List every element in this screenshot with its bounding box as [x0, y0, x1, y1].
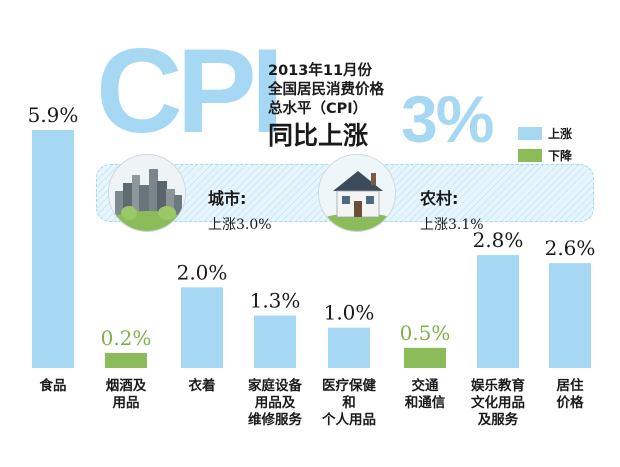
bar-4 [328, 327, 370, 368]
category-label-7-line-0: 居住 [557, 377, 585, 394]
category-label-1-line-0: 烟酒及 [106, 378, 147, 394]
headline-line-3: 总水平（CPI） [268, 101, 368, 117]
bar-value-label-5: 0.5% [400, 321, 451, 345]
legend: 上涨 下降 [518, 122, 572, 166]
category-label-3-line-1: 用品及 [255, 395, 296, 411]
bar-value-label-6: 2.8% [473, 228, 524, 252]
category-label-0-line-0: 食品 [40, 377, 67, 394]
category-label-3-line-2: 维修服务 [248, 411, 302, 428]
region-rural-value: 上涨3.1% [420, 217, 484, 233]
bar-value-label-2: 2.0% [177, 260, 228, 284]
bar-value-label-7: 2.6% [545, 236, 596, 260]
legend-swatch-down [518, 148, 542, 162]
region-rural: 农村: 上涨3.1% [420, 188, 484, 236]
bar-6 [477, 255, 519, 368]
country-house-icon [318, 154, 396, 232]
category-label-5-line-1: 和通信 [405, 394, 446, 411]
cpi-logo-text: CPI [96, 24, 284, 158]
bar-7 [549, 263, 591, 368]
category-label-2-line-0: 衣着 [189, 377, 216, 394]
category-label-6-line-0: 娱乐教育 [471, 377, 525, 394]
bar-value-label-4: 1.0% [324, 301, 375, 325]
bar-1 [105, 353, 147, 368]
category-label-1-line-1: 用品 [113, 395, 140, 411]
region-rural-name: 农村: [420, 189, 459, 208]
city-skyline-icon [108, 154, 186, 232]
legend-item-down: 下降 [518, 144, 572, 166]
category-label-7-line-1: 价格 [557, 394, 585, 411]
headline-line-1: 2013年11月份 [268, 63, 373, 79]
region-city-name: 城市: [208, 189, 247, 208]
category-label-4-line-1: 和 [342, 395, 356, 411]
headline-value: 3% [401, 82, 494, 156]
legend-label-up: 上涨 [548, 126, 573, 141]
bar-value-label-0: 5.9% [28, 103, 79, 127]
region-city-value: 上涨3.0% [208, 217, 272, 233]
bar-value-label-1: 0.2% [101, 326, 152, 350]
legend-swatch-up [518, 126, 542, 140]
bar-0 [32, 130, 74, 368]
headline-line-2: 全国居民消费价格 [268, 82, 384, 98]
category-label-6-line-1: 文化用品 [471, 394, 525, 411]
bar-2 [181, 287, 223, 368]
headline: 2013年11月份 全国居民消费价格 总水平（CPI） 同比上涨 [268, 62, 384, 151]
headline-line-4: 同比上涨 [268, 121, 369, 150]
bar-5 [404, 347, 446, 368]
category-label-4-line-2: 个人用品 [321, 412, 376, 428]
region-city: 城市: 上涨3.0% [208, 188, 272, 236]
bar-value-label-3: 1.3% [250, 289, 301, 313]
legend-label-down: 下降 [548, 148, 573, 163]
bar-3 [254, 315, 296, 368]
category-label-4-line-0: 医疗保健 [322, 377, 376, 394]
category-label-3-line-0: 家庭设备 [248, 377, 302, 394]
category-label-5-line-0: 交通 [412, 377, 439, 394]
legend-item-up: 上涨 [518, 122, 572, 144]
category-label-6-line-2: 及服务 [478, 411, 519, 428]
